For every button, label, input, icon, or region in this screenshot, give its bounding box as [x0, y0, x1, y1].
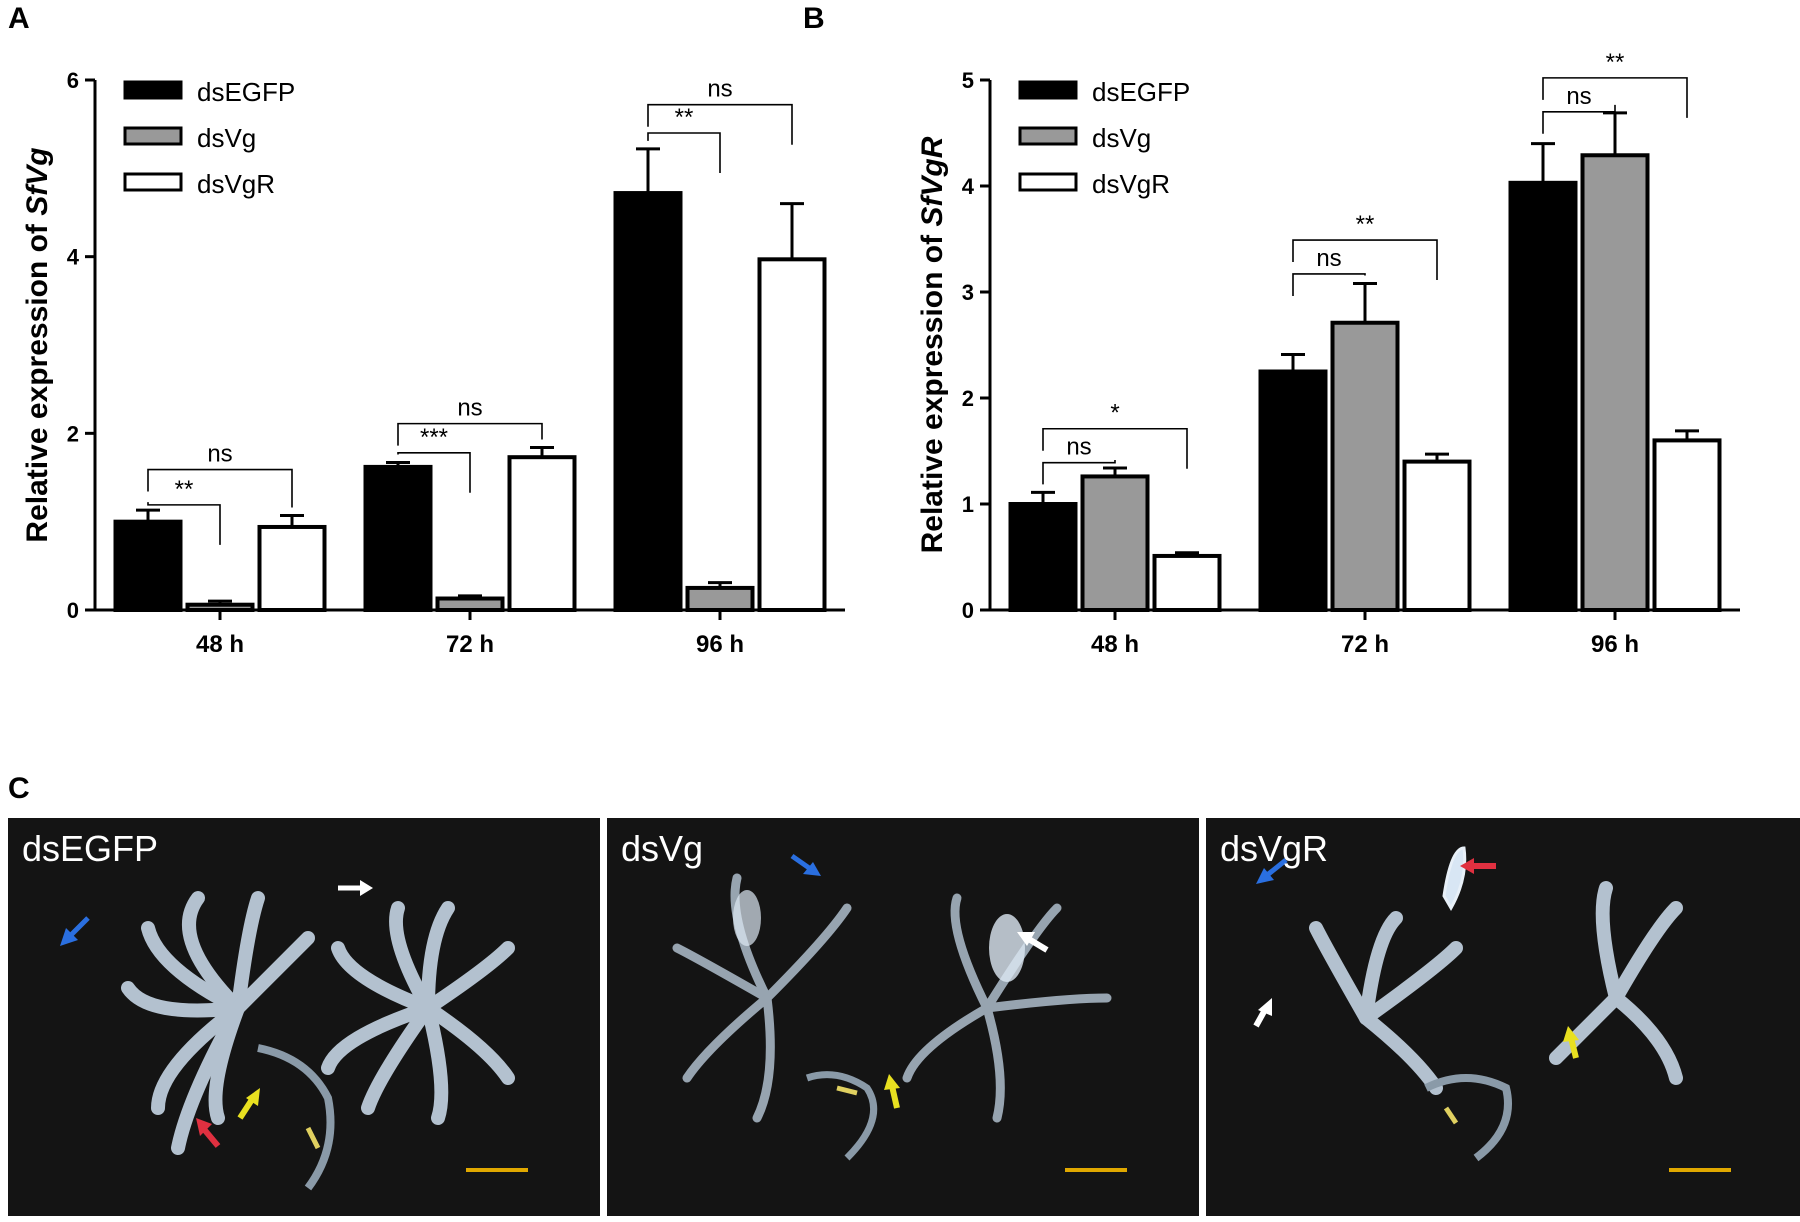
legend-label: dsVg	[197, 123, 256, 153]
red-arrow-icon	[1460, 858, 1496, 874]
legend-swatch	[123, 80, 183, 100]
legend-label: dsVg	[1092, 123, 1151, 153]
significance-label: ***	[420, 424, 448, 451]
chart-b: 0 1 2 3 4 5 Relative expression of SfVgR 48 h 72…	[916, 49, 1740, 658]
significance-label: **	[675, 104, 694, 131]
legend-swatch	[1018, 172, 1078, 192]
legend-label: dsEGFP	[197, 77, 295, 107]
yellow-arrow-icon	[237, 1088, 260, 1120]
y-tick-label: 6	[67, 68, 79, 93]
y-tick-label: 4	[67, 245, 80, 270]
significance-bracket	[1542, 104, 1616, 134]
legend-swatch	[123, 126, 183, 146]
bar	[1508, 180, 1578, 612]
bar	[613, 191, 683, 612]
significance-bracket	[647, 103, 793, 145]
y-tick-label: 2	[962, 386, 974, 411]
yellow-arrow-icon	[884, 1074, 900, 1109]
photo-label: dsEGFP	[22, 828, 159, 869]
x-tick-label: 72 h	[1341, 631, 1389, 658]
panel-label-c: C	[8, 772, 30, 805]
yellow-arrow-icon	[1563, 1026, 1579, 1059]
photo-dsvgr: dsVgR	[1206, 818, 1800, 1216]
y-tick-label: 0	[962, 598, 974, 623]
significance-bracket	[1292, 239, 1438, 281]
ovary-illustration	[1253, 846, 1731, 1172]
legend-swatch	[1018, 80, 1078, 100]
y-tick-label: 2	[67, 421, 79, 446]
significance-bracket	[1542, 77, 1688, 118]
ovary-illustration	[60, 880, 528, 1191]
blue-arrow-icon	[1256, 858, 1288, 884]
y-tick-label: 0	[67, 598, 79, 623]
significance-label: ns	[207, 441, 232, 468]
significance-label: ns	[1066, 434, 1091, 461]
white-arrow-icon	[338, 880, 373, 896]
y-tick-label: 3	[962, 280, 974, 305]
bar	[1330, 320, 1400, 612]
bar	[1152, 553, 1222, 613]
significance-bracket	[147, 502, 221, 545]
y-axis-label: Relative expression of SfVg	[21, 147, 54, 542]
x-tick-label: 72 h	[446, 631, 494, 658]
significance-label: *	[1110, 400, 1119, 427]
significance-bracket	[1042, 427, 1188, 469]
significance-label: ns	[457, 395, 482, 422]
bar	[507, 455, 577, 612]
legend-swatch	[123, 172, 183, 192]
y-tick-label: 4	[962, 174, 975, 199]
y-tick-label: 1	[962, 492, 974, 517]
significance-bracket	[397, 422, 543, 446]
bar	[1080, 474, 1150, 612]
bar	[1580, 153, 1650, 612]
photo-label: dsVgR	[1220, 828, 1329, 869]
bar	[113, 519, 183, 613]
x-tick-label: 96 h	[1591, 631, 1639, 658]
legend-swatch	[1018, 126, 1078, 146]
legend-label: dsVgR	[1092, 169, 1170, 199]
panel-label-a: A	[8, 2, 30, 35]
significance-label: **	[175, 476, 194, 503]
significance-label: **	[1606, 49, 1625, 76]
bar	[1402, 459, 1472, 612]
photo-dsvg: dsVg	[607, 818, 1199, 1216]
white-arrow-icon	[1017, 932, 1049, 953]
significance-bracket	[397, 451, 471, 493]
blue-arrow-icon	[60, 916, 90, 946]
legend-label: dsVgR	[197, 169, 275, 199]
significance-bracket	[1042, 459, 1116, 485]
bar	[1652, 438, 1722, 612]
ovary-illustration	[672, 853, 1127, 1172]
panel-label-b: B	[803, 2, 825, 35]
bar	[1258, 369, 1328, 612]
blue-arrow-icon	[790, 853, 821, 876]
x-tick-label: 48 h	[196, 631, 244, 658]
chart-a: 0 2 4 6 Relative expression of SfVg 48 h 72 h 9…	[21, 68, 845, 658]
bar	[757, 257, 827, 612]
photo-label: dsVg	[621, 828, 704, 869]
red-arrow-icon	[196, 1118, 221, 1148]
bar	[185, 602, 255, 613]
bar	[257, 524, 327, 613]
x-tick-label: 48 h	[1091, 631, 1139, 658]
significance-label: ns	[1316, 245, 1341, 272]
significance-label: ns	[707, 76, 732, 103]
bar	[363, 464, 433, 612]
legend-label: dsEGFP	[1092, 77, 1190, 107]
bar	[685, 585, 755, 613]
bar	[435, 596, 505, 612]
photo-dsegfp: dsEGFP	[8, 818, 600, 1216]
y-axis-label: Relative expression of SfVgR	[916, 136, 949, 553]
significance-label: **	[1356, 211, 1375, 238]
x-tick-label: 96 h	[696, 631, 744, 658]
significance-bracket	[147, 468, 293, 508]
significance-bracket	[647, 132, 721, 173]
significance-label: ns	[1566, 83, 1591, 110]
bar	[1008, 502, 1078, 612]
significance-bracket	[1292, 273, 1366, 296]
y-tick-label: 5	[962, 68, 974, 93]
white-arrow-icon	[1253, 998, 1272, 1028]
